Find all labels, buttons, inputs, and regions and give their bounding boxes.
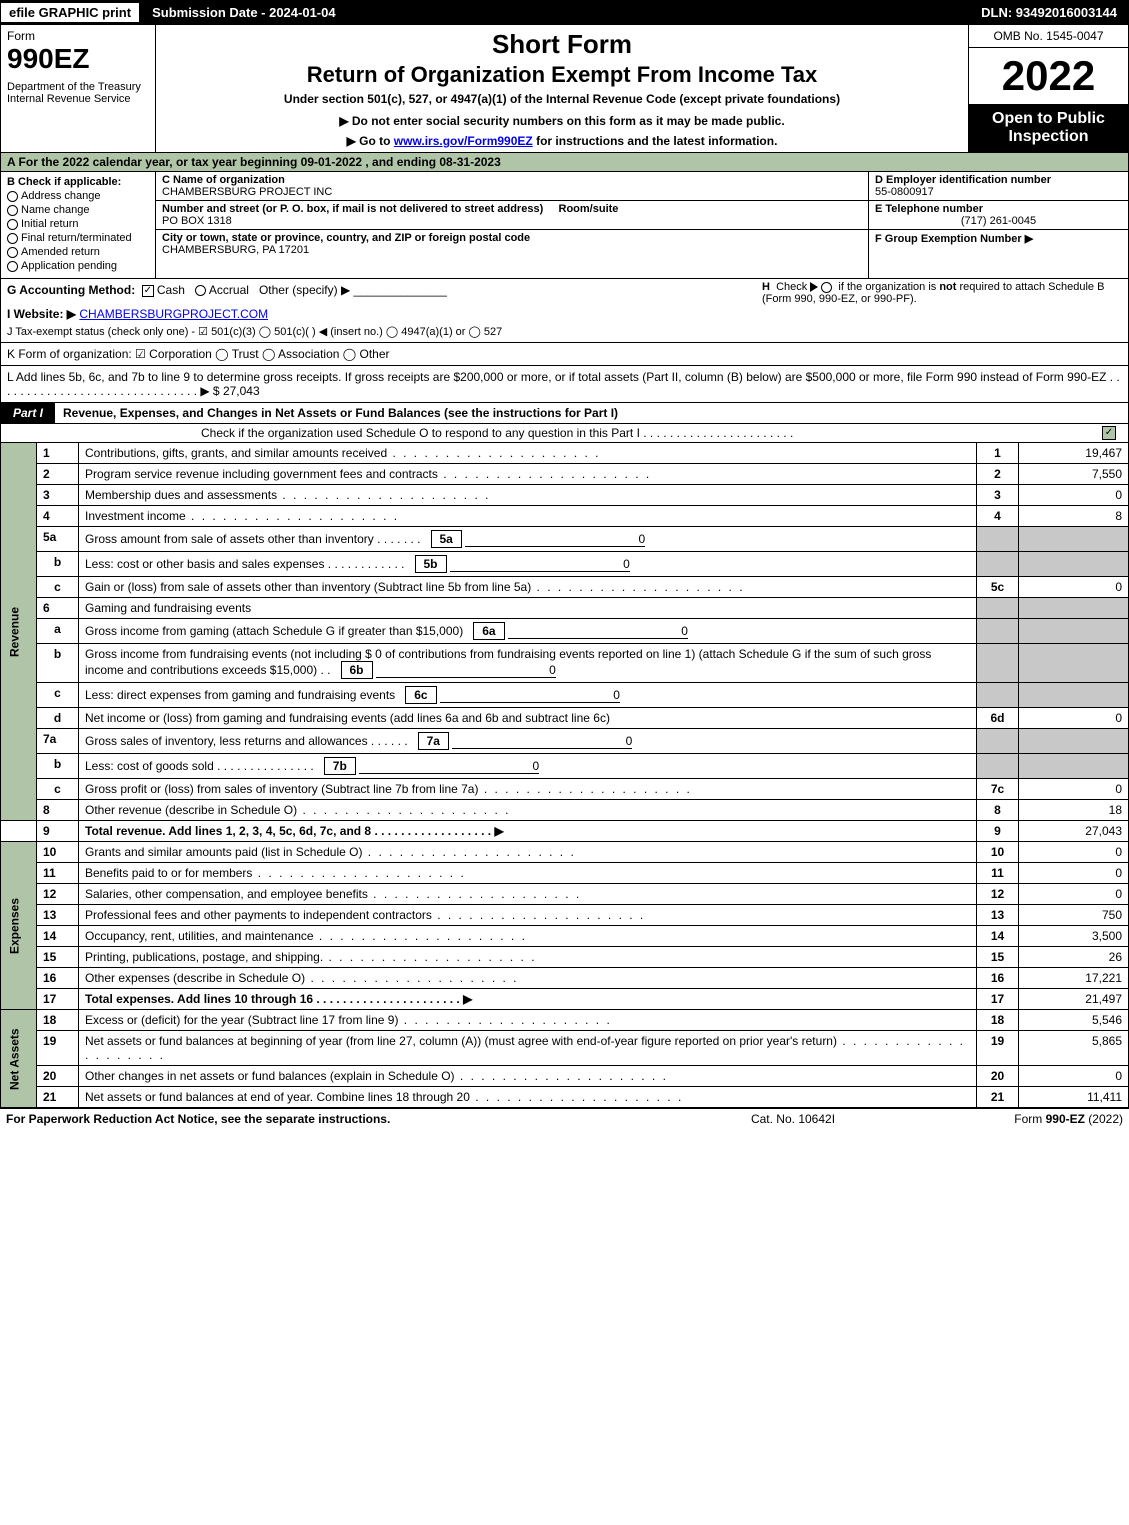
footer: For Paperwork Reduction Act Notice, see … [0,1108,1129,1129]
row-k: K Form of organization: ☑ Corporation ◯ … [0,343,1129,366]
header-left: Form 990EZ Department of the Treasury In… [1,25,156,152]
b-label: B Check if applicable: [7,176,149,188]
c-city-cell: City or town, state or province, country… [156,230,868,258]
submission-date: Submission Date - 2024-01-04 [142,3,346,22]
info-grid: B Check if applicable: Address change Na… [0,172,1129,279]
org-city: CHAMBERSBURG, PA 17201 [162,244,309,256]
section-net-assets: Net Assets [1,1010,37,1108]
rows-g-h-i-j: G Accounting Method: Cash Accrual Other … [0,279,1129,343]
chk-initial-return[interactable]: Initial return [7,218,149,230]
section-revenue: Revenue [1,443,37,821]
subtitle-section: Under section 501(c), 527, or 4947(a)(1)… [164,92,960,106]
form-footer: Form 990-EZ (2022) [923,1112,1123,1126]
c-address-cell: Number and street (or P. O. box, if mail… [156,201,868,230]
e-phone: E Telephone number (717) 261-0045 [869,201,1128,230]
column-c: C Name of organization CHAMBERSBURG PROJ… [156,172,868,278]
top-bar: efile GRAPHIC print Submission Date - 20… [0,0,1129,24]
check-schedule-o: Check if the organization used Schedule … [0,424,1129,442]
row-h: H Check if the organization is not requi… [762,281,1122,305]
subtitle-goto: ▶ Go to www.irs.gov/Form990EZ for instru… [164,134,960,148]
dept-treasury: Department of the Treasury Internal Reve… [7,81,149,105]
row-l: L Add lines 5b, 6c, and 7b to line 9 to … [0,366,1129,403]
omb-number: OMB No. 1545-0047 [969,25,1128,48]
c-name-cell: C Name of organization CHAMBERSBURG PROJ… [156,172,868,201]
chk-amended-return[interactable]: Amended return [7,246,149,258]
form-header: Form 990EZ Department of the Treasury In… [0,24,1129,153]
part-i-header: Part I Revenue, Expenses, and Changes in… [0,403,1129,424]
chk-final-return[interactable]: Final return/terminated [7,232,149,244]
f-group-exemption: F Group Exemption Number ▶ [869,230,1128,247]
open-to-public: Open to Public Inspection [969,104,1128,152]
section-expenses: Expenses [1,842,37,1010]
column-de: D Employer identification number 55-0800… [868,172,1128,278]
dln: DLN: 93492016003144 [971,3,1127,22]
chk-schedule-o-box[interactable]: ✓ [1102,426,1116,440]
efile-print-button[interactable]: efile GRAPHIC print [0,2,140,23]
tax-year: 2022 [969,48,1128,104]
subtitle-ssn: ▶ Do not enter social security numbers o… [164,114,960,128]
row-j: J Tax-exempt status (check only one) - ☑… [7,325,1122,338]
chk-name-change[interactable]: Name change [7,204,149,216]
chk-cash[interactable] [142,285,154,297]
header-right: OMB No. 1545-0047 2022 Open to Public In… [968,25,1128,152]
column-b: B Check if applicable: Address change Na… [1,172,156,278]
part-i-label: Part I [1,403,55,423]
form-number: 990EZ [7,43,149,75]
part-i-title: Revenue, Expenses, and Changes in Net As… [55,403,1128,423]
d-ein: D Employer identification number 55-0800… [869,172,1128,201]
cat-no: Cat. No. 10642I [663,1112,923,1126]
header-center: Short Form Return of Organization Exempt… [156,25,968,152]
title-short-form: Short Form [164,29,960,60]
chk-schedule-b[interactable] [821,282,832,293]
chk-address-change[interactable]: Address change [7,190,149,202]
lines-table: Revenue 1Contributions, gifts, grants, a… [0,442,1129,1108]
website-link[interactable]: CHAMBERSBURGPROJECT.COM [79,307,268,321]
row-a-tax-year: A For the 2022 calendar year, or tax yea… [0,153,1129,172]
title-return: Return of Organization Exempt From Incom… [164,62,960,88]
row-i: I Website: ▶ CHAMBERSBURGPROJECT.COM [7,307,1122,321]
paperwork-notice: For Paperwork Reduction Act Notice, see … [6,1112,663,1126]
chk-application-pending[interactable]: Application pending [7,260,149,272]
chk-accrual[interactable] [195,285,206,296]
form-word: Form [7,29,149,43]
org-address: PO BOX 1318 [162,215,232,227]
irs-link[interactable]: www.irs.gov/Form990EZ [394,134,533,148]
org-name: CHAMBERSBURG PROJECT INC [162,186,332,198]
